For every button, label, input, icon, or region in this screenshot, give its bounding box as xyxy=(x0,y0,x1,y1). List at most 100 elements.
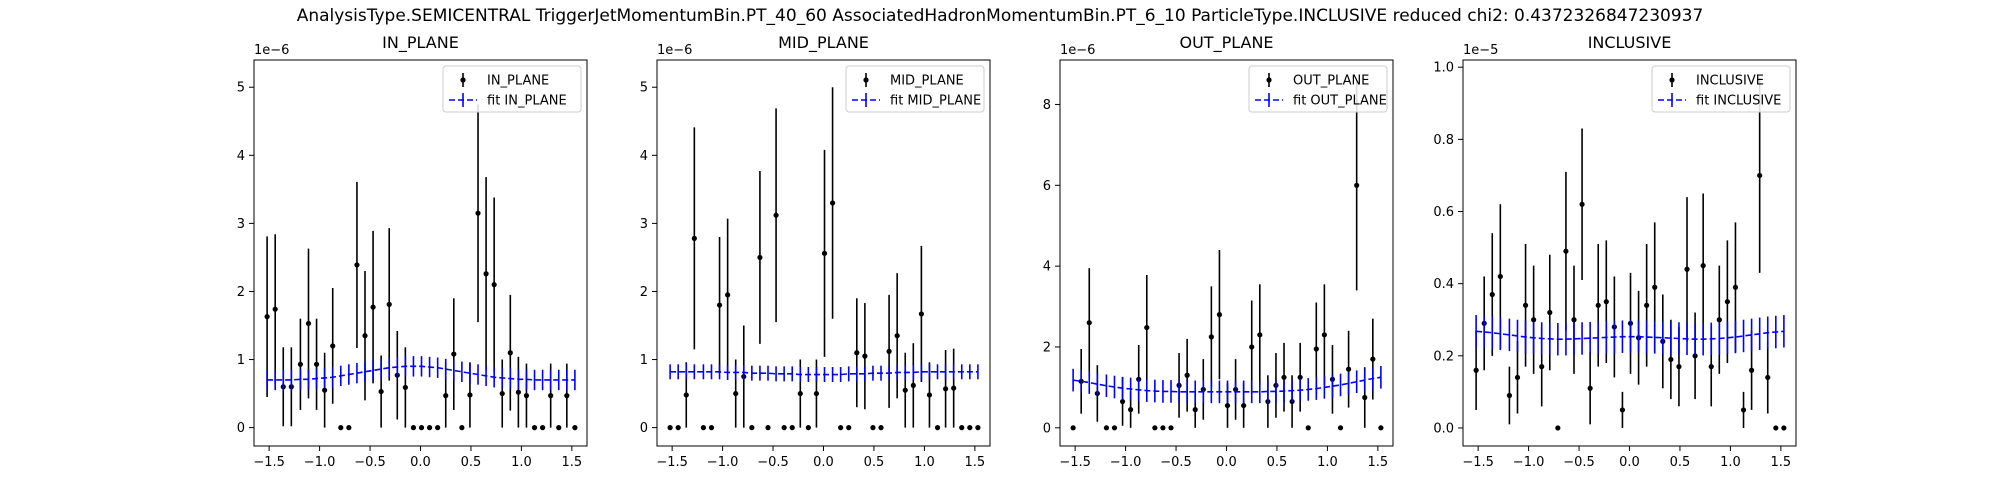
x-tick-label: 0.0 xyxy=(813,455,834,470)
data-point xyxy=(475,210,481,216)
data-point xyxy=(1362,394,1368,401)
x-tick-label: 0.0 xyxy=(1216,455,1237,470)
x-tick-label: 0.0 xyxy=(410,455,431,470)
data-point xyxy=(918,311,924,317)
data-point xyxy=(846,425,852,431)
data-point xyxy=(1497,273,1503,280)
data-point xyxy=(1587,385,1593,391)
x-tick-label: 0.5 xyxy=(461,455,482,470)
data-point xyxy=(773,212,779,218)
data-point xyxy=(459,425,465,431)
data-point xyxy=(1370,356,1376,362)
data-point xyxy=(435,425,441,431)
data-point xyxy=(1749,367,1755,373)
data-point xyxy=(410,425,417,431)
legend-label-data: OUT_PLANE xyxy=(1293,74,1369,89)
axis-multiplier-label: 1e−5 xyxy=(1463,43,1498,58)
x-tick-label: 0.5 xyxy=(864,455,885,470)
data-point xyxy=(1473,367,1479,373)
data-point xyxy=(1144,324,1150,331)
data-point xyxy=(675,425,681,431)
x-tick-label: −0.5 xyxy=(757,455,789,470)
data-point xyxy=(1321,332,1327,338)
data-point xyxy=(305,320,312,327)
data-point xyxy=(1506,392,1513,399)
data-point xyxy=(1716,317,1722,323)
data-point xyxy=(540,425,546,431)
subplot-title: OUT_PLANE xyxy=(1179,33,1273,53)
x-tick-label: −1.0 xyxy=(707,455,739,470)
subplot-out-plane: OUT_PLANE 1e−6 −1.5 −1.0 −0.5 0.0 0.5 1.0 1.5 0 2 4… xyxy=(1043,33,1394,470)
data-point xyxy=(854,350,860,356)
data-point xyxy=(805,425,811,431)
subplot-title: MID_PLANE xyxy=(778,33,869,53)
data-point xyxy=(910,382,916,389)
data-point xyxy=(1708,364,1714,370)
y-tick-label: 6 xyxy=(1043,179,1051,194)
y-tick-label: 4 xyxy=(640,149,648,164)
y-tick-label: 4 xyxy=(237,149,245,164)
data-point xyxy=(1489,291,1495,298)
data-point xyxy=(1700,263,1706,269)
data-point xyxy=(467,392,473,398)
x-tick-label: 1.5 xyxy=(965,455,986,470)
subplot-title: INCLUSIVE xyxy=(1588,33,1672,52)
subplot-mid-plane: MID_PLANE 1e−6 −1.5 −1.0 −0.5 0.0 0.5 1.0 1.5 0 1 2… xyxy=(640,33,991,470)
data-point xyxy=(1555,425,1561,431)
data-point xyxy=(1757,172,1763,179)
y-tick-label: 0.6 xyxy=(1433,205,1454,220)
y-tick-label: 0.2 xyxy=(1433,349,1454,364)
data-point xyxy=(1732,284,1739,290)
x-tick-label: −1.0 xyxy=(304,455,336,470)
data-point xyxy=(322,387,328,393)
data-point xyxy=(1168,425,1174,431)
data-point xyxy=(878,425,884,431)
data-point xyxy=(1619,407,1626,413)
legend: INCLUSIVE fit INCLUSIVE xyxy=(1651,65,1791,113)
axis-multiplier-label: 1e−6 xyxy=(254,43,289,58)
y-tick-label: 2 xyxy=(1043,340,1051,355)
data-point xyxy=(1531,317,1537,323)
data-point xyxy=(1354,182,1360,188)
x-tick-label: −1.5 xyxy=(1059,455,1091,470)
data-point xyxy=(1257,332,1263,338)
y-tick-label: 0.4 xyxy=(1433,277,1454,292)
data-point xyxy=(346,425,352,431)
x-tick-label: −0.5 xyxy=(354,455,386,470)
legend-label-data: IN_PLANE xyxy=(487,74,549,89)
legend-frame xyxy=(442,65,582,113)
data-point xyxy=(838,425,844,431)
y-tick-label: 4 xyxy=(1043,260,1051,275)
x-tick-label: −1.5 xyxy=(253,455,285,470)
x-tick-label: 1.5 xyxy=(562,455,583,470)
data-point xyxy=(1281,374,1287,380)
data-point xyxy=(1740,407,1747,413)
data-point xyxy=(1119,398,1126,405)
series-data-points xyxy=(264,104,578,431)
data-point xyxy=(797,390,803,397)
y-tick-label: 2 xyxy=(237,285,245,300)
data-point xyxy=(1241,402,1247,409)
data-point xyxy=(1086,320,1092,326)
legend-label-fit: fit INCLUSIVE xyxy=(1696,94,1781,109)
data-point xyxy=(733,390,739,397)
data-point xyxy=(1192,407,1198,413)
data-point xyxy=(338,425,344,431)
data-point xyxy=(975,425,981,431)
data-point xyxy=(564,393,570,399)
data-point xyxy=(1184,372,1190,378)
data-point xyxy=(1547,309,1553,316)
data-point xyxy=(515,389,521,395)
data-point xyxy=(951,385,957,391)
data-point xyxy=(556,425,562,431)
subplot-inclusive: INCLUSIVE 1e−5 −1.5 −1.0 −0.5 0.0 0.5 1.0 1.5 0.0… xyxy=(1433,33,1797,470)
legend-data-marker xyxy=(1669,77,1675,83)
data-point xyxy=(886,348,892,354)
data-point xyxy=(426,425,433,431)
axes-frame xyxy=(1462,59,1797,447)
data-point xyxy=(1297,374,1303,380)
data-point xyxy=(483,271,489,277)
